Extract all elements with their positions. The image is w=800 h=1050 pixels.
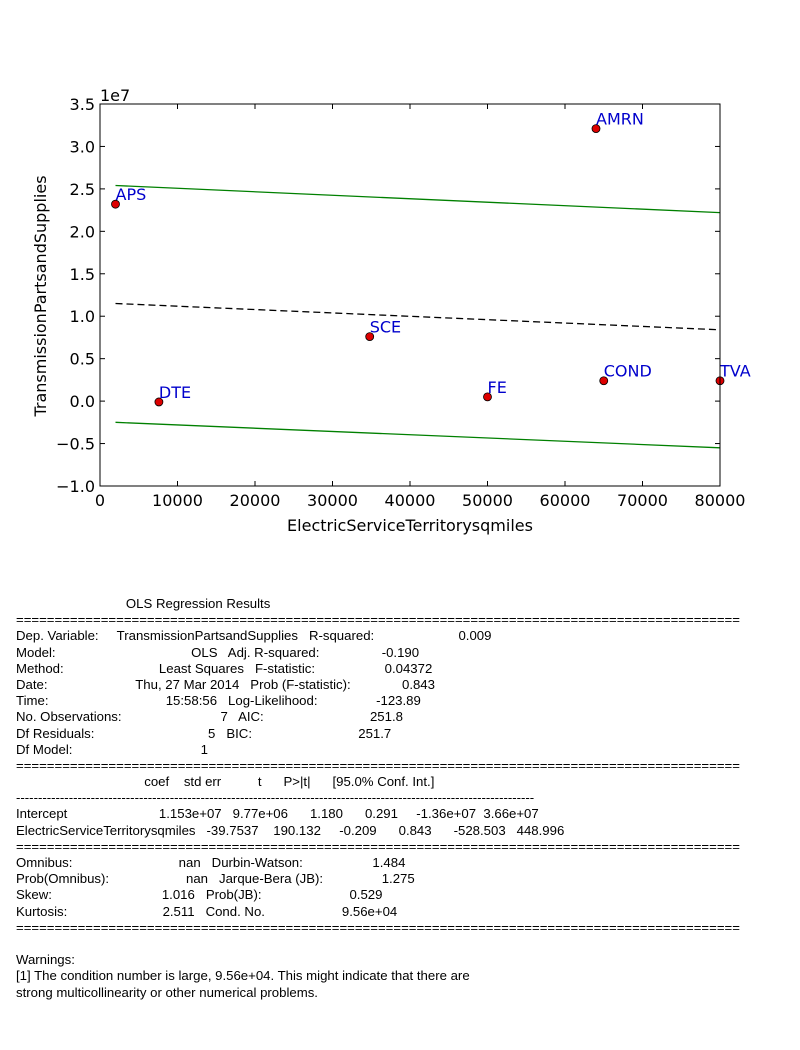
report-line: Skew: 1.016 Prob(JB): 0.529 xyxy=(16,887,383,903)
chart-marks: APS DTE SCE FE AMRN COND TVA xyxy=(111,110,751,449)
y-tick-label: 0.5 xyxy=(70,350,95,369)
report-line: coef std err t P>|t| [95.0% Conf. Int.] xyxy=(16,774,435,790)
report-line: ElectricServiceTerritorysqmiles -39.7537… xyxy=(16,822,565,838)
data-point-aps xyxy=(111,199,120,209)
x-tick-label: 70000 xyxy=(617,491,668,510)
plot-frame xyxy=(99,103,721,487)
data-point-sce xyxy=(365,332,375,341)
data-point-fe xyxy=(483,392,492,402)
point-label-tva: TVA xyxy=(719,362,751,381)
report-line: Date: Thu, 27 Mar 2014 Prob (F-statistic… xyxy=(16,676,435,692)
line-fit xyxy=(115,302,721,331)
point-label-sce: SCE xyxy=(370,318,401,337)
y-tick-label: 2.5 xyxy=(70,180,95,199)
line-lower-bound xyxy=(115,421,721,449)
x-tick-label: 30000 xyxy=(307,491,358,510)
report-line: ========================================… xyxy=(16,838,740,854)
report-line: OLS Regression Results xyxy=(16,596,271,611)
chart-axes: 0 10000 20000 30000 40000 50000 60000 70000 8000… xyxy=(56,95,745,510)
y-tick-label: 3.0 xyxy=(70,137,95,156)
report-line: Omnibus: nan Durbin-Watson: 1.484 xyxy=(16,855,406,870)
scatter-chart: APS DTE SCE FE AMRN COND TVA 0 10000 20000 30000 4… xyxy=(31,86,751,535)
x-tick-label: 0 xyxy=(95,491,105,510)
x-tick-label: 50000 xyxy=(462,491,513,510)
report-line: Warnings: xyxy=(16,952,75,968)
point-label-aps: APS xyxy=(116,185,147,204)
y-tick-label: 1.0 xyxy=(70,307,95,326)
report-line xyxy=(16,936,800,952)
point-label-fe: FE xyxy=(488,378,507,397)
ols-regression-report: OLS Regression Results ==================… xyxy=(16,596,800,1001)
x-tick-label: 20000 xyxy=(230,491,281,510)
report-line: ----------------------------------------… xyxy=(16,790,535,806)
x-axis-label: ElectricServiceTerritorysqmiles xyxy=(287,516,533,535)
y-tick-label: 1.5 xyxy=(70,265,95,284)
y-tick-label: −0.5 xyxy=(56,435,95,454)
y-tick-label: 2.0 xyxy=(70,222,95,241)
report-line: ========================================… xyxy=(16,612,740,628)
y-tick-label: 0.0 xyxy=(70,392,95,411)
x-tick-label: 10000 xyxy=(152,491,203,510)
line-upper-bound xyxy=(115,184,721,214)
report-line: strong multicollinearity or other numeri… xyxy=(16,984,318,1000)
report-line: Df Residuals: 5 BIC: 251.7 xyxy=(16,725,392,741)
data-point-dte xyxy=(154,397,164,407)
report-line: No. Observations: 7 AIC: 251.8 xyxy=(16,709,403,725)
data-point-amrn xyxy=(591,124,601,134)
y-axis-label: TransmissionPartsandSupplies xyxy=(31,175,50,417)
report-line: Df Model: 1 xyxy=(16,741,209,757)
report-line: Kurtosis: 2.511 Cond. No. 9.56e+04 xyxy=(16,903,398,919)
report-line: Method: Least Squares F-statistic: 0.043… xyxy=(16,660,433,676)
x-tick-label: 60000 xyxy=(540,491,591,510)
point-label-amrn: AMRN xyxy=(596,110,644,129)
report-line: Prob(Omnibus): nan Jarque-Bera (JB): 1.2… xyxy=(16,871,415,887)
x-tick-label: 80000 xyxy=(695,491,746,510)
x-tick-label: 40000 xyxy=(385,491,436,510)
report-line: [1] The condition number is large, 9.56e… xyxy=(16,968,470,984)
y-offset-label: 1e7 xyxy=(100,86,130,105)
y-tick-label: 3.5 xyxy=(70,95,95,114)
point-label-cond: COND xyxy=(604,362,652,381)
report-line: ========================================… xyxy=(16,757,740,773)
report-line: Model: OLS Adj. R-squared: -0.190 xyxy=(16,644,420,660)
data-point-cond xyxy=(599,376,609,386)
point-label-dte: DTE xyxy=(159,383,191,402)
report-line: ========================================… xyxy=(16,919,740,935)
report-line: Intercept 1.153e+07 9.77e+06 1.180 0.291… xyxy=(16,806,539,822)
report-line: Time: 15:58:56 Log-Likelihood: -123.89 xyxy=(16,693,421,709)
report-line: Dep. Variable: TransmissionPartsandSuppl… xyxy=(16,628,492,644)
y-tick-label: −1.0 xyxy=(56,477,95,496)
